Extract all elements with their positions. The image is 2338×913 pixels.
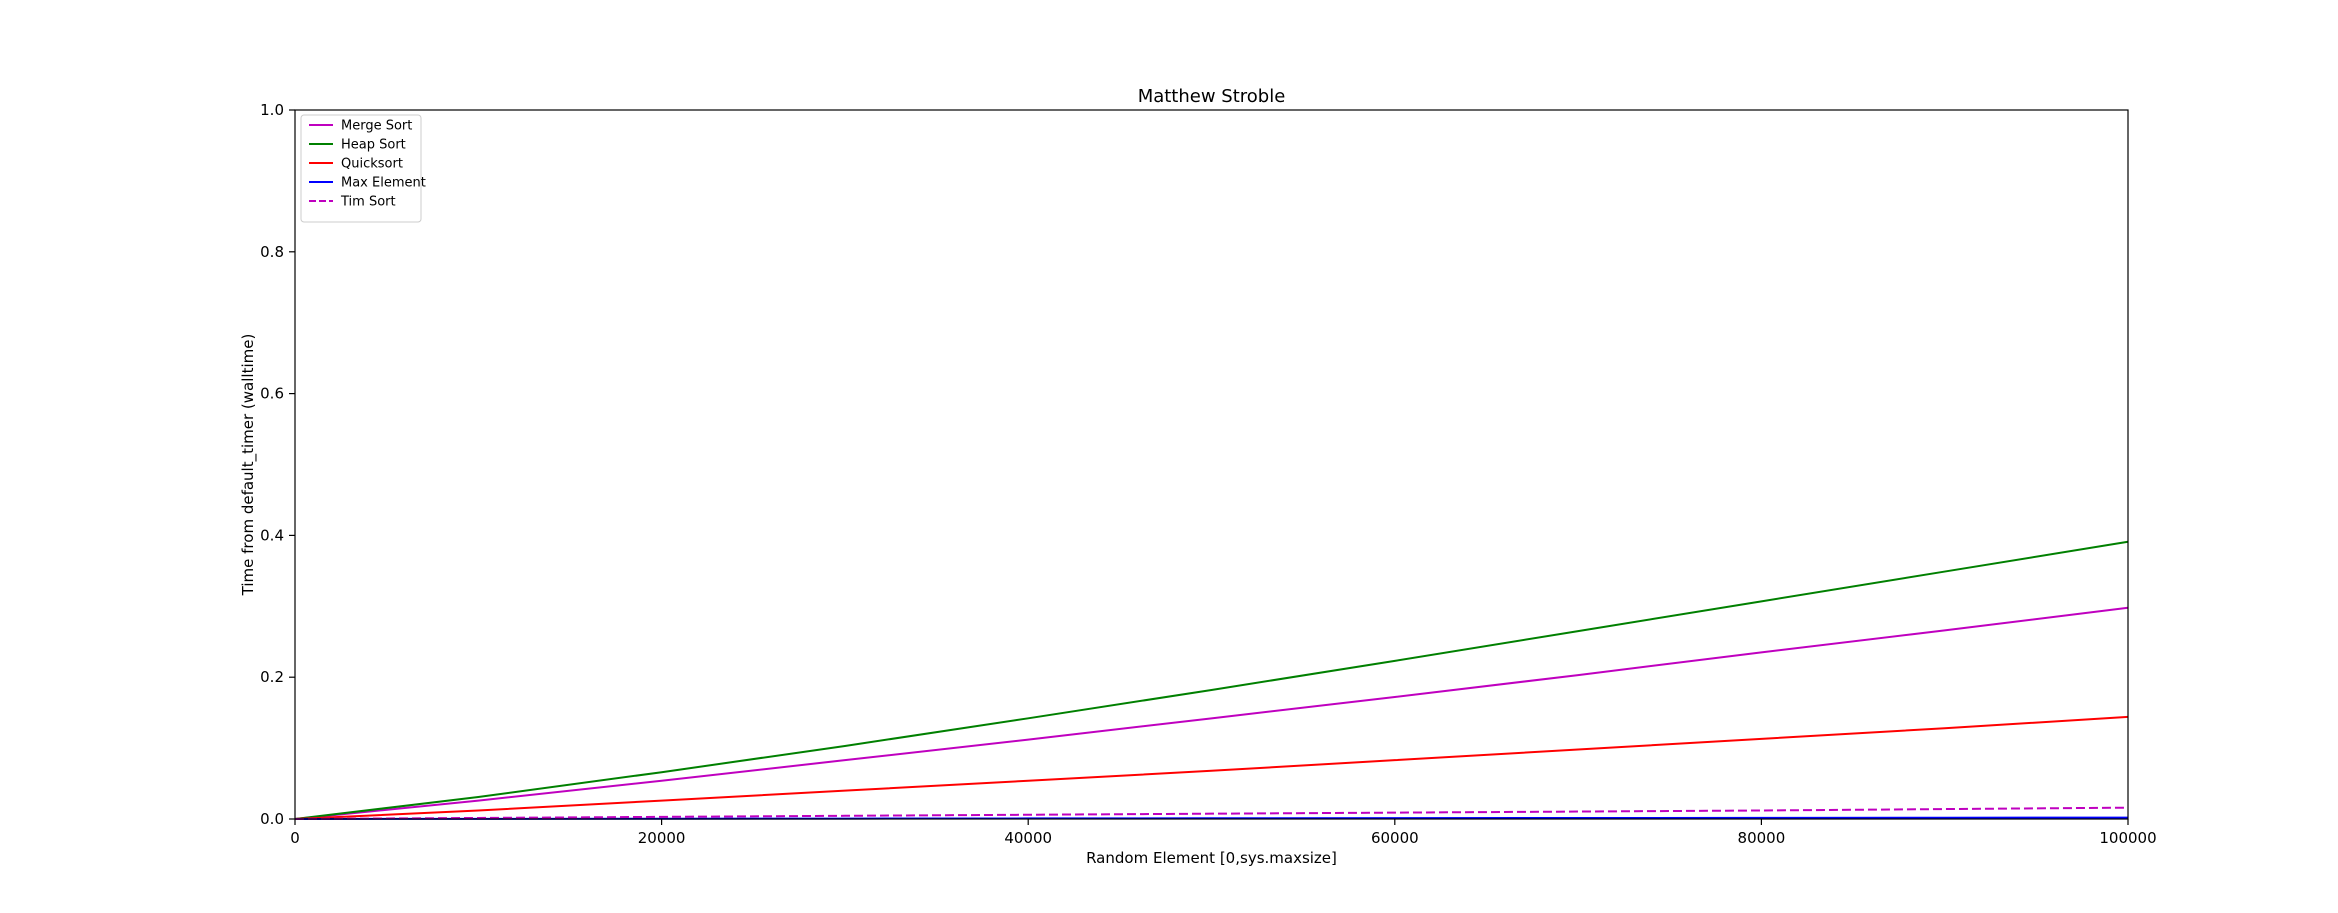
x-tick-label: 20000 xyxy=(638,829,686,847)
chart-title: Matthew Stroble xyxy=(1138,86,1286,107)
series-line-tim-sort xyxy=(294,806,2129,820)
y-tick-label: 1.0 xyxy=(260,101,284,119)
x-axis-ticks: 0 20000 40000 60000 80000 100000 xyxy=(290,819,2157,847)
legend-label: Heap Sort xyxy=(341,138,406,153)
legend-item: Heap Sort xyxy=(309,138,406,153)
legend-label: Merge Sort xyxy=(341,119,412,134)
x-tick-label: 40000 xyxy=(1004,829,1052,847)
legend-items: Merge Sort Heap Sort Quicksort Max Element T… xyxy=(309,119,426,210)
legend-item: Quicksort xyxy=(309,157,403,172)
legend-item: Merge Sort xyxy=(309,119,412,134)
legend-label: Tim Sort xyxy=(340,195,396,210)
y-tick-label: 0.6 xyxy=(260,385,284,403)
y-tick-label: 0.0 xyxy=(260,810,284,828)
legend-label: Quicksort xyxy=(341,157,403,172)
legend-box xyxy=(300,114,422,223)
legend: Merge Sort Heap Sort Quicksort Max Element T… xyxy=(300,114,426,223)
plot-frame xyxy=(294,109,2129,820)
x-tick-label: 60000 xyxy=(1371,829,1419,847)
series-line-heap-sort xyxy=(294,540,2129,820)
y-axis-ticks: 0.0 0.2 0.4 0.6 0.8 1.0 xyxy=(260,101,295,828)
legend-item: Max Element xyxy=(309,176,426,191)
series-line-quicksort xyxy=(294,715,2129,820)
y-tick-label: 0.2 xyxy=(260,668,284,686)
legend-item: Tim Sort xyxy=(309,195,396,210)
x-tick-label: 0 xyxy=(290,829,300,847)
legend-label: Max Element xyxy=(341,176,426,191)
x-tick-label: 100000 xyxy=(2099,829,2156,847)
x-tick-label: 80000 xyxy=(1738,829,1786,847)
y-axis-label: Time from default_timer (walltime) xyxy=(239,334,258,597)
x-axis-label: Random Element [0,sys.maxsize] xyxy=(1086,849,1337,867)
y-tick-label: 0.8 xyxy=(260,243,284,261)
y-tick-label: 0.4 xyxy=(260,526,284,544)
series-line-merge-sort xyxy=(294,606,2129,820)
